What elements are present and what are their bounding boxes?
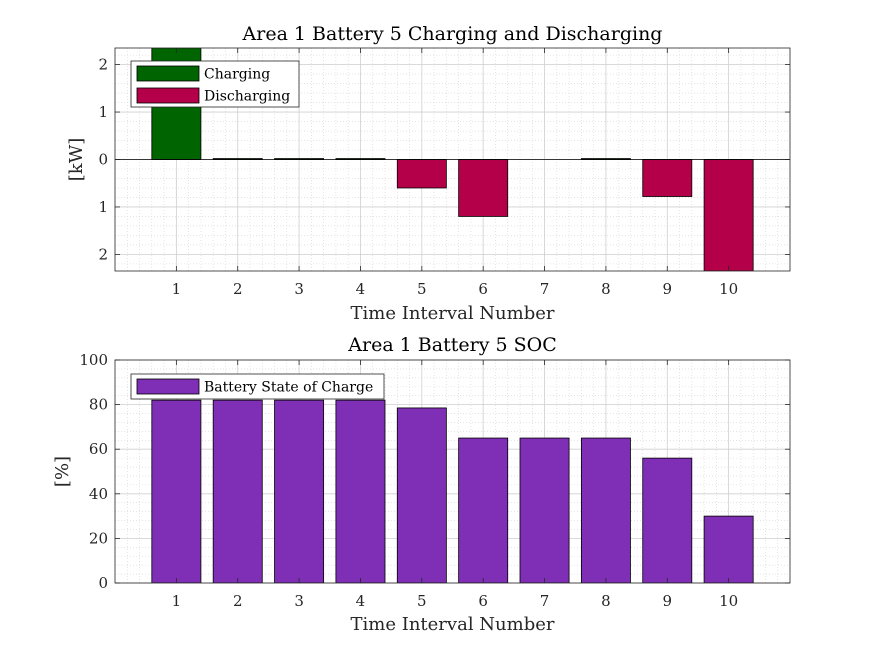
x-axis-label: Time Interval Number: [351, 614, 555, 635]
x-tick-label: 7: [540, 280, 550, 298]
y-tick-label: 0: [98, 574, 108, 592]
y-ticks: 2 1 0 1 2: [98, 56, 790, 263]
legend: Charging Discharging: [130, 60, 300, 108]
bar-battery-state-of-charge-6: [458, 437, 509, 583]
bar-discharging-10: [703, 159, 754, 271]
bar-battery-state-of-charge-4: [335, 399, 386, 583]
legend: Battery State of Charge: [130, 373, 385, 400]
x-tick-label: 4: [356, 280, 366, 298]
bar-battery-state-of-charge-3: [274, 399, 325, 583]
y-tick-label: 2: [98, 56, 108, 74]
chart-title: Area 1 Battery 5 SOC: [347, 334, 556, 356]
y-tick-label: 1: [98, 103, 108, 121]
x-tick-label: 7: [540, 592, 550, 610]
x-tick-label: 10: [719, 280, 738, 298]
x-tick-label: 3: [294, 592, 304, 610]
x-tick-label: 10: [719, 592, 738, 610]
x-tick-label: 2: [233, 592, 243, 610]
bar-discharging-6: [458, 159, 509, 217]
y-tick-label: 60: [89, 440, 108, 458]
x-ticks: 1 2 3 4 5 6 7 8 9 10: [172, 48, 738, 298]
legend-swatch: [136, 87, 200, 104]
chart-title: Area 1 Battery 5 Charging and Dischargin…: [242, 23, 663, 45]
bar-battery-state-of-charge-5: [396, 407, 447, 583]
legend-label: Battery State of Charge: [204, 380, 373, 396]
x-tick-label: 1: [172, 280, 182, 298]
legend-swatch: [136, 378, 200, 395]
y-tick-label: 20: [89, 529, 108, 547]
axes-box: [114, 359, 791, 584]
x-ticks: 1 2 3 4 5 6 7 8 9 10: [172, 360, 738, 610]
y-tick-label: 2: [98, 245, 108, 263]
y-ticks: 0 20 40 60 80 100: [79, 351, 790, 592]
y-axis-label: [kW]: [66, 138, 87, 181]
x-axis-label: Time Interval Number: [351, 303, 555, 324]
x-tick-label: 9: [662, 280, 672, 298]
x-tick-label: 9: [662, 592, 672, 610]
bar-battery-state-of-charge-7: [519, 437, 570, 583]
bar-battery-state-of-charge-1: [151, 399, 202, 583]
x-tick-label: 8: [601, 280, 611, 298]
y-tick-label: 80: [89, 396, 108, 414]
bar-discharging-5: [396, 159, 447, 189]
legend-label: Charging: [204, 67, 270, 83]
x-tick-label: 5: [417, 280, 427, 298]
legend-swatch: [136, 65, 200, 82]
x-tick-label: 3: [294, 280, 304, 298]
y-tick-label: 100: [79, 351, 108, 369]
bar-battery-state-of-charge-10: [703, 515, 754, 583]
bar-battery-state-of-charge-2: [212, 399, 263, 583]
legend-label: Discharging: [204, 89, 290, 105]
x-tick-label: 6: [478, 280, 488, 298]
y-tick-label: 40: [89, 485, 108, 503]
x-tick-label: 2: [233, 280, 243, 298]
y-tick-label: 1: [98, 198, 108, 216]
bar-battery-state-of-charge-9: [642, 457, 693, 583]
y-tick-label: 0: [98, 151, 108, 169]
bar-discharging-9: [642, 159, 693, 197]
x-tick-label: 4: [356, 592, 366, 610]
x-tick-label: 8: [601, 592, 611, 610]
x-tick-label: 5: [417, 592, 427, 610]
x-tick-label: 6: [478, 592, 488, 610]
bar-battery-state-of-charge-8: [580, 437, 631, 583]
x-tick-label: 1: [172, 592, 182, 610]
y-axis-label: [%]: [52, 456, 73, 487]
